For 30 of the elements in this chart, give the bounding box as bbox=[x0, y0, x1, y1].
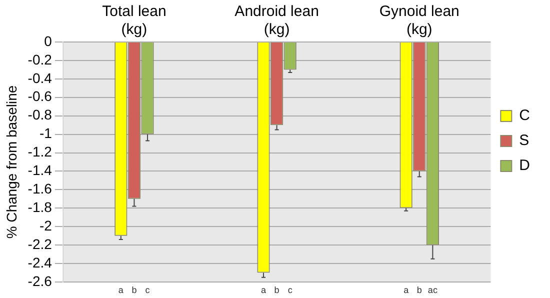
text: c bbox=[288, 284, 293, 295]
text: ac bbox=[428, 284, 438, 295]
y-tick-label: -0.2 bbox=[28, 51, 52, 68]
y-tick-label: -0.4 bbox=[28, 70, 52, 86]
y-tick-label: -1.6 bbox=[28, 180, 52, 197]
y-tick-label: -1.4 bbox=[28, 162, 52, 178]
legend-label: S bbox=[519, 132, 530, 150]
legend-label: D bbox=[519, 157, 530, 174]
y-tick-label: -2.4 bbox=[28, 254, 52, 270]
text: b bbox=[274, 284, 280, 295]
text: a bbox=[118, 284, 124, 295]
y-tick-label: -2.2 bbox=[28, 236, 52, 252]
text: c bbox=[145, 284, 150, 295]
text: b bbox=[416, 284, 422, 295]
x-tick-label: Android lean (kg) bbox=[234, 3, 319, 38]
x-tick-label: Total lean (kg) bbox=[102, 3, 166, 38]
text: a bbox=[260, 284, 266, 295]
text: a bbox=[404, 284, 409, 295]
y-tick-label: -1.2 bbox=[28, 144, 52, 160]
y-tick-label: 0 bbox=[44, 32, 52, 49]
y-tick-label: -2 bbox=[39, 217, 52, 234]
x-tick-label: Gynoid lean (kg) bbox=[379, 3, 460, 38]
y-tick-label: -0.8 bbox=[28, 106, 52, 123]
text: b bbox=[132, 284, 137, 295]
y-axis-title: % Change from baseline bbox=[3, 85, 20, 239]
legend-label: C bbox=[519, 107, 530, 124]
y-tick-label: -1 bbox=[39, 125, 52, 142]
y-tick-label: -2.6 bbox=[28, 272, 52, 289]
y-tick-label: -0.6 bbox=[28, 88, 52, 104]
y-tick-label: -1.8 bbox=[28, 199, 52, 216]
